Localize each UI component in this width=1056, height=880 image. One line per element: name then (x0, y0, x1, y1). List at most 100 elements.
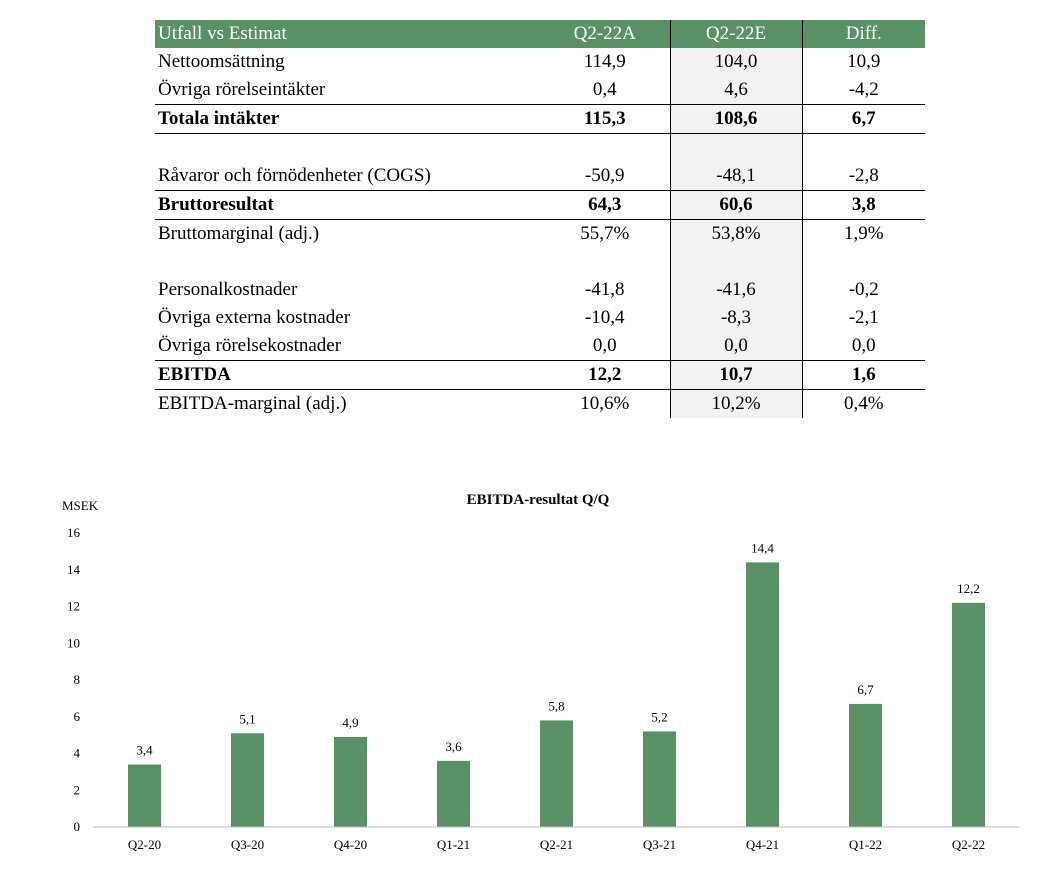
estimate-value: 0,0 (669, 332, 803, 361)
y-axis-unit-label: MSEK (62, 498, 99, 513)
actual-value: 10,6% (580, 393, 630, 414)
row-label: Personalkostnader (158, 279, 298, 300)
actual-value: -50,9 (584, 165, 625, 186)
x-tick-label: Q4-20 (334, 837, 367, 852)
actual-value: 64,3 (540, 190, 670, 220)
diff-value: 3,8 (802, 190, 925, 220)
diff-value: 0,0 (851, 335, 876, 356)
diff-value (802, 248, 925, 276)
y-tick-label: 6 (74, 709, 81, 724)
table-row: Personalkostnader -41,8 -41,6 -0,2 (155, 276, 925, 304)
actual-value: 0,4 (592, 79, 617, 100)
table-row: Totala intäkter 115,3 108,6 6,7 (155, 104, 925, 134)
bar-value-label: 14,4 (751, 540, 774, 555)
y-axis-ticks: 0 2 4 6 8 10 12 14 16 (67, 525, 81, 834)
bar-q3-21 (643, 731, 676, 827)
estimate-value: -41,6 (669, 276, 803, 304)
row-label (155, 248, 540, 276)
y-tick-label: 8 (74, 672, 81, 687)
y-tick-label: 0 (74, 819, 81, 834)
table-header-cell: Diff. (802, 20, 925, 48)
actual-value (540, 134, 670, 163)
table-row: Övriga rörelsekostnader 0,0 0,0 0,0 (155, 332, 925, 361)
estimate-value: 60,6 (669, 190, 803, 220)
bar-value-label: 5,1 (239, 711, 255, 726)
x-tick-label: Q1-22 (849, 837, 882, 852)
actual-value: 55,7% (580, 223, 630, 244)
table-row: EBITDA 12,2 10,7 1,6 (155, 360, 925, 390)
chart-title: EBITDA-resultat Q/Q (467, 492, 610, 508)
diff-value: -0,2 (848, 279, 879, 300)
diff-value: 6,7 (802, 104, 925, 134)
row-label: Övriga rörelseintäkter (158, 79, 326, 100)
diff-value: -2,1 (848, 307, 879, 328)
x-tick-label: Q2-22 (952, 837, 985, 852)
actual-value: -41,8 (584, 279, 625, 300)
table-row: Övriga rörelseintäkter 0,4 4,6 -4,2 (155, 76, 925, 105)
diff-value: 1,6 (802, 360, 925, 390)
diff-value: -2,8 (848, 165, 879, 186)
table-row (155, 248, 925, 276)
bar-value-label: 5,2 (651, 709, 667, 724)
x-tick-label: Q4-21 (746, 837, 779, 852)
row-label (155, 134, 540, 163)
table-header-cell: Q2-22E (669, 20, 803, 48)
table-header-row: Utfall vs Estimat Q2-22A Q2-22E Diff. (155, 20, 925, 48)
bar-value-label: 5,8 (548, 698, 564, 713)
bar-q4-20 (334, 736, 367, 827)
bar-value-label: 3,4 (136, 743, 153, 758)
estimate-comparison-table: Utfall vs Estimat Q2-22A Q2-22E Diff. Nettoo… (155, 20, 925, 418)
bar-q2-20 (128, 764, 161, 827)
diff-value: -4,2 (848, 79, 879, 100)
actual-value: 114,9 (583, 51, 626, 72)
row-label: Råvaror och förnödenheter (COGS) (158, 165, 431, 186)
y-tick-label: 12 (67, 599, 80, 614)
bar-q3-20 (231, 733, 264, 827)
actual-value (540, 248, 670, 276)
row-label: Övriga rörelsekostnader (158, 335, 342, 356)
y-tick-label: 10 (67, 635, 80, 650)
bar-q2-22 (952, 602, 985, 827)
x-tick-label: Q3-20 (231, 837, 264, 852)
table-row: Råvaror och förnödenheter (COGS) -50,9 -48… (155, 162, 925, 191)
actual-value: 115,3 (540, 104, 670, 134)
bars (128, 562, 985, 827)
table-header-cell: Utfall vs Estimat (155, 20, 540, 48)
x-axis-ticks: Q2-20 Q3-20 Q4-20 Q1-21 Q2-21 Q3-21 Q4-21 Q1-22… (128, 837, 985, 852)
row-label: Bruttoresultat (155, 190, 540, 220)
estimate-value: 108,6 (669, 104, 803, 134)
actual-value: 0,0 (592, 335, 617, 356)
y-tick-label: 14 (67, 562, 81, 577)
diff-value (802, 134, 925, 163)
table-header-cell: Q2-22A (540, 20, 670, 48)
estimate-value: 10,7 (669, 360, 803, 390)
bar-q1-22 (849, 703, 882, 827)
y-tick-label: 4 (74, 746, 81, 761)
row-label: EBITDA-marginal (adj.) (158, 393, 347, 414)
x-tick-label: Q2-21 (540, 837, 573, 852)
diff-value: 10,9 (847, 51, 881, 72)
row-label: Nettoomsättning (158, 51, 285, 72)
estimate-value: -8,3 (669, 304, 803, 332)
x-tick-label: Q3-21 (643, 837, 676, 852)
estimate-value: 4,6 (669, 76, 803, 105)
bar-value-label: 6,7 (857, 682, 874, 697)
bar-q2-21 (540, 720, 573, 827)
row-label: Totala intäkter (155, 104, 540, 134)
bar-value-label: 4,9 (342, 715, 358, 730)
table-row: Nettoomsättning 114,9 104,0 10,9 (155, 48, 925, 76)
actual-value: 12,2 (540, 360, 670, 390)
table-row: Övriga externa kostnader -10,4 -8,3 -2,1 (155, 304, 925, 332)
bar-q4-21 (746, 562, 779, 827)
table-row: Bruttomarginal (adj.) 55,7% 53,8% 1,9% (155, 219, 925, 248)
diff-value: 1,9% (843, 223, 884, 244)
diff-value: 0,4% (843, 393, 884, 414)
estimate-value (669, 133, 803, 162)
x-tick-label: Q2-20 (128, 837, 161, 852)
estimate-value: 104,0 (669, 48, 803, 76)
x-tick-label: Q1-21 (437, 837, 470, 852)
estimate-value: -48,1 (669, 162, 803, 191)
row-label: Bruttomarginal (adj.) (158, 223, 320, 244)
ebitda-bar-chart: EBITDA-resultat Q/Q MSEK 0 2 4 6 8 10 12 14 16 3… (62, 492, 1020, 852)
y-tick-label: 16 (67, 525, 81, 540)
